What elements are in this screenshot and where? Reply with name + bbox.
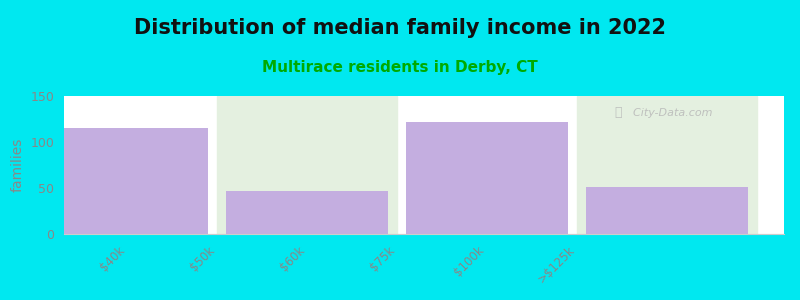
- Bar: [577, 96, 757, 234]
- Text: ⓘ: ⓘ: [614, 106, 622, 119]
- Bar: [46, 128, 208, 234]
- Bar: [217, 96, 397, 234]
- Bar: [226, 191, 388, 234]
- Text: City-Data.com: City-Data.com: [626, 108, 712, 118]
- Bar: [406, 122, 568, 234]
- Text: Distribution of median family income in 2022: Distribution of median family income in …: [134, 18, 666, 38]
- Text: Multirace residents in Derby, CT: Multirace residents in Derby, CT: [262, 60, 538, 75]
- Bar: [586, 187, 748, 234]
- Y-axis label: families: families: [11, 138, 25, 192]
